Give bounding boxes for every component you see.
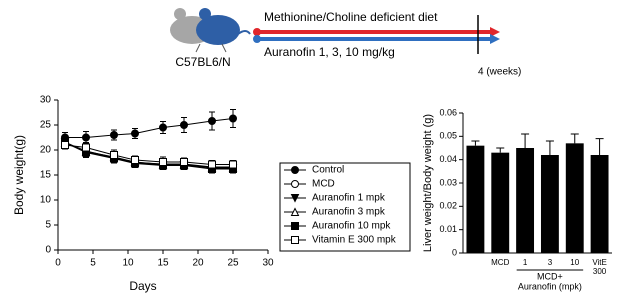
y-tick-label: 5: [45, 220, 51, 231]
x-tick-label: 25: [227, 258, 239, 269]
y-tick-label: 10: [40, 195, 52, 206]
y-tick-label: 0.01: [439, 224, 457, 234]
legend-label: MCD: [312, 179, 335, 190]
x-tick-label: 3: [548, 258, 553, 267]
x-tick-label: 15: [157, 258, 169, 269]
error-bar: [570, 133, 579, 144]
series-line: [64, 144, 233, 165]
bar: [466, 145, 485, 253]
y-tick-label: 20: [40, 145, 52, 156]
x-tick-label: 5: [90, 258, 96, 269]
legend-label: Control: [312, 165, 344, 176]
y-axis-label: Body weight(g): [12, 135, 26, 215]
marker: [180, 121, 188, 129]
bar: [540, 155, 559, 253]
legend-label: Auranofin 1 mpk: [312, 193, 386, 204]
x-tick-label: 10: [570, 258, 579, 267]
x-tick-label: 30: [262, 258, 274, 269]
x-tick-label: 10: [122, 258, 134, 269]
group-sublabel: Auranofin (mpk): [518, 281, 582, 291]
bar: [590, 155, 609, 253]
marker: [208, 160, 216, 169]
marker: [159, 158, 167, 166]
error-bar: [521, 133, 530, 148]
y-axis-label: Liver weight/Body weight (g): [422, 114, 434, 252]
marker: [110, 131, 118, 139]
error-bar: [595, 138, 604, 155]
y-tick-label: 0: [45, 245, 51, 256]
error-bar: [496, 147, 505, 153]
y-tick-label: 0.02: [439, 201, 457, 211]
legend-box: [279, 162, 411, 252]
x-tick-label: 20: [192, 258, 204, 269]
y-tick-label: 15: [40, 170, 52, 181]
diet-label: Methionine/Choline deficient diet: [264, 10, 438, 24]
marker: [110, 151, 118, 159]
legend-marker: [291, 180, 299, 188]
x-tick-label: 0: [55, 258, 61, 269]
marker: [82, 143, 90, 152]
legend-label: Auranofin 3 mpk: [312, 207, 386, 218]
marker: [61, 141, 69, 149]
legend-marker: [291, 236, 299, 244]
x-axis-label: Days: [129, 279, 156, 293]
y-tick-label: 0.05: [439, 131, 457, 141]
marker: [159, 123, 167, 132]
y-tick-label: 0.06: [439, 107, 457, 117]
series-line: [64, 142, 233, 170]
legend-marker: [291, 222, 299, 230]
marker: [180, 158, 188, 166]
endpoint-label: 4 (weeks): [478, 67, 521, 78]
marker: [229, 160, 237, 169]
series-line: [65, 118, 234, 138]
error-bar: [471, 140, 480, 146]
y-tick-label: 30: [40, 95, 52, 106]
x-tick-label: 1: [523, 258, 528, 267]
timeline-arrows: [253, 15, 500, 54]
bar: [516, 148, 535, 253]
legend-label: Vitamin E 300 mpk: [312, 235, 397, 246]
legend-label: Auranofin 10 mpk: [312, 221, 391, 232]
series-line: [64, 142, 233, 168]
x-tick-label: MCD: [491, 258, 509, 267]
x-tick-label: VitE 300: [592, 258, 607, 276]
legend-marker: [291, 166, 299, 174]
mice-icon: [170, 8, 251, 53]
treatment-label: Auranofin 1, 3, 10 mg/kg: [264, 45, 395, 59]
error-bar: [545, 140, 554, 155]
group-label: MCD+: [537, 271, 563, 281]
legend-marker: [290, 207, 300, 216]
bar: [565, 143, 584, 253]
y-tick-label: 0.04: [439, 154, 457, 164]
marker: [208, 117, 216, 125]
legend-marker: [290, 194, 300, 203]
marker: [229, 114, 237, 123]
marker: [131, 156, 139, 164]
y-tick-label: 25: [40, 120, 52, 131]
marker: [131, 129, 139, 138]
y-tick-label: 0.03: [439, 177, 457, 187]
strain-label: C57BL6/N: [175, 55, 230, 69]
y-tick-label: 0: [452, 247, 457, 257]
marker: [82, 133, 90, 142]
bar: [491, 152, 510, 253]
